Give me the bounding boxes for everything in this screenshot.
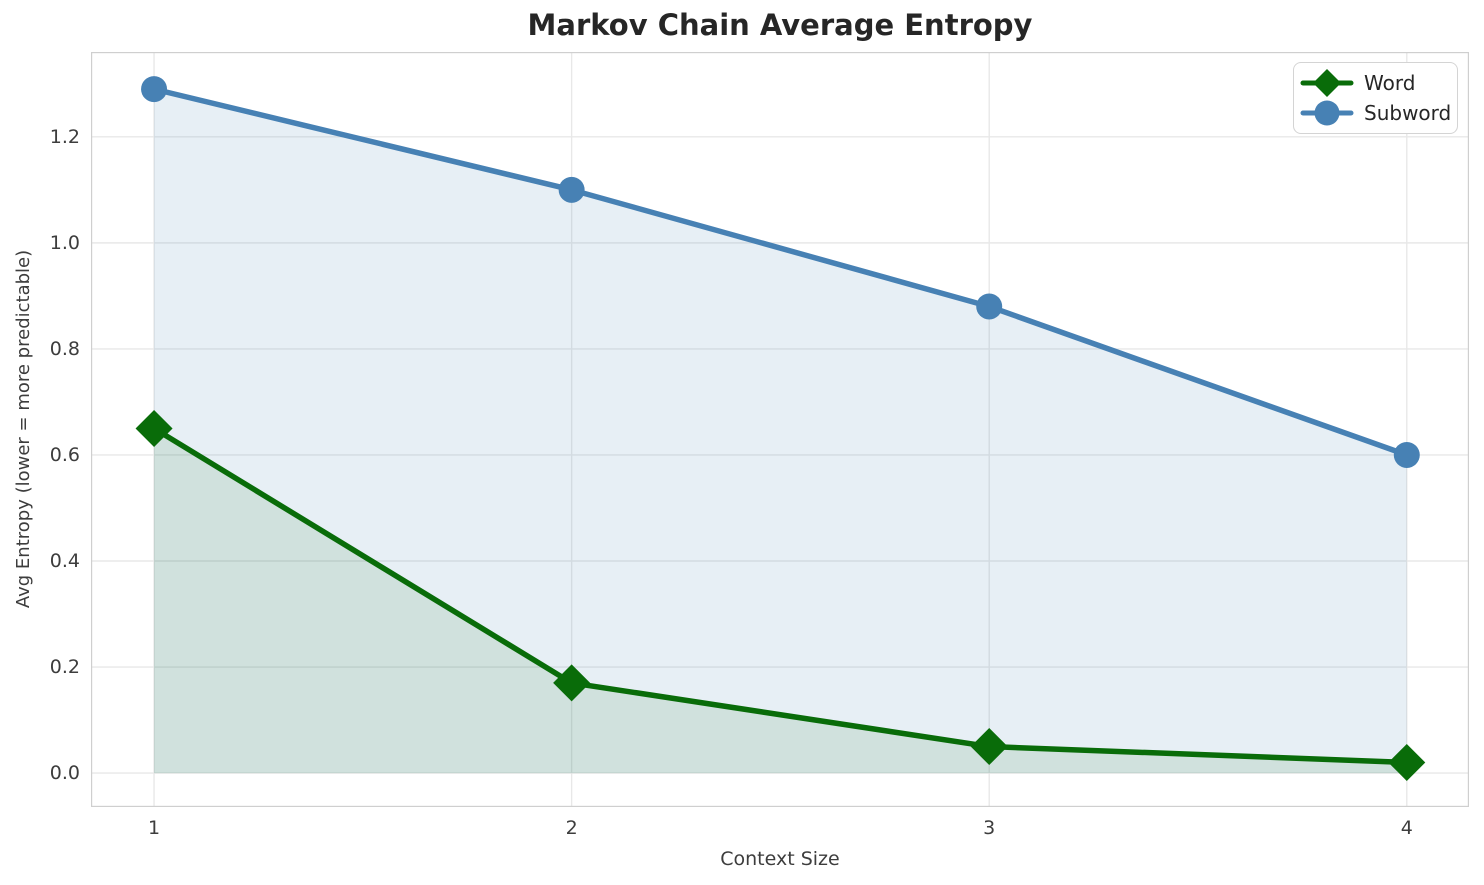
y-tick-label: 1.0 bbox=[49, 231, 80, 254]
y-tick-label: 0.8 bbox=[49, 337, 80, 360]
marker-subword bbox=[976, 293, 1003, 320]
marker-subword bbox=[141, 76, 168, 103]
y-tick-label: 0.4 bbox=[49, 549, 80, 572]
legend-item-subword: Subword bbox=[1300, 98, 1451, 128]
y-tick-label: 1.2 bbox=[49, 125, 80, 148]
x-tick-label: 4 bbox=[1400, 817, 1413, 839]
x-tick-label: 1 bbox=[148, 817, 161, 839]
marker-word bbox=[135, 409, 173, 447]
area-fill-word bbox=[154, 428, 1407, 774]
chart-title: Markov Chain Average Entropy bbox=[527, 8, 1033, 42]
legend-label-subword: Subword bbox=[1364, 101, 1452, 125]
word-diamond-icon bbox=[1300, 69, 1354, 97]
x-tick-label: 2 bbox=[565, 817, 578, 839]
plot-border bbox=[91, 52, 1469, 807]
y-tick-label: 0.2 bbox=[49, 656, 80, 679]
legend: Word Subword bbox=[1293, 62, 1458, 134]
area-fill-subword bbox=[154, 89, 1407, 774]
legend-label-word: Word bbox=[1364, 71, 1416, 95]
subword-circle-icon bbox=[1300, 100, 1354, 126]
line-word bbox=[151, 425, 1410, 766]
x-axis-label: Context Size bbox=[720, 848, 840, 870]
marker-subword bbox=[558, 176, 585, 203]
marker-word bbox=[1388, 743, 1426, 781]
marker-subword bbox=[1393, 441, 1420, 468]
x-tick-label: 3 bbox=[983, 817, 996, 839]
line-subword bbox=[151, 86, 1410, 458]
marker-word bbox=[970, 728, 1008, 766]
chart-canvas bbox=[91, 52, 1469, 807]
y-tick-label: 0.0 bbox=[49, 762, 80, 785]
marker-word bbox=[553, 664, 591, 702]
y-tick-label: 0.6 bbox=[49, 443, 80, 466]
legend-item-word: Word bbox=[1300, 68, 1447, 98]
